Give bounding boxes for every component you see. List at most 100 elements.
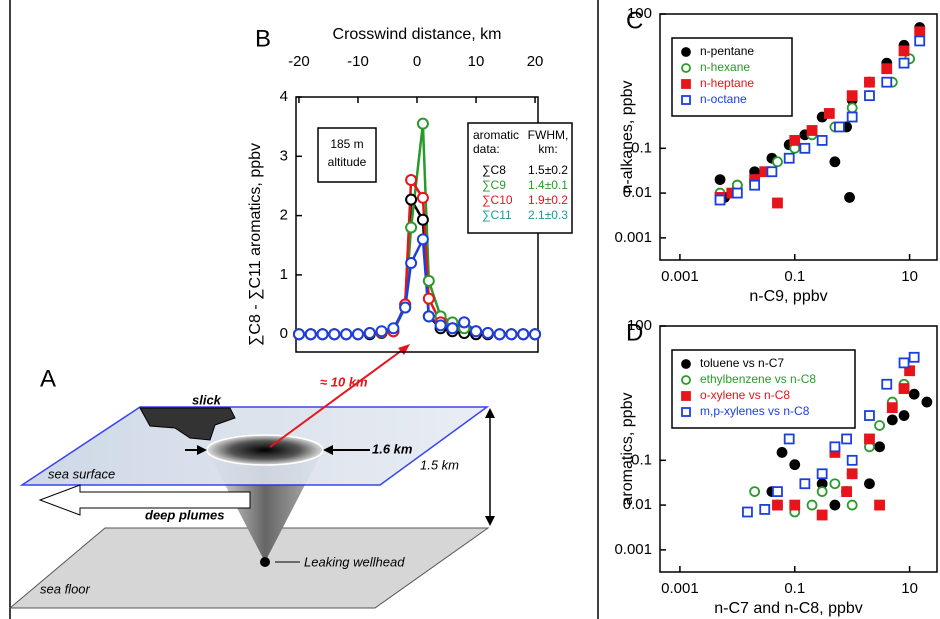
panel-label: D [626,319,643,346]
marker [749,486,761,497]
plumes-label: deep plumes [145,507,224,522]
width-arrowhead [197,445,207,455]
legend-label: toluene vs n-C7 [700,356,784,370]
legend-label: ∑C9 [482,178,506,192]
y-tick-label: 0.001 [614,541,652,558]
diagram-a: A slick ≈ 10 km 1.6 km 1.5 km sea surfac… [8,344,495,609]
marker [328,328,341,341]
legend-marker [681,79,691,89]
marker [351,328,364,341]
marker [766,166,778,178]
marker [829,478,841,490]
marker [316,328,329,341]
legend-fwhm: 1.9±0.2 [528,193,568,207]
y-tick-label: 3 [280,147,288,164]
marker [789,499,801,511]
y-tick-label: 0.001 [614,229,652,246]
marker [816,135,828,146]
y-tick-label: 100 [627,5,652,22]
marker [759,504,771,515]
y-tick-label: 0 [280,325,288,342]
legend-marker [681,359,691,369]
marker [806,125,818,136]
surface-label: sea surface [48,466,115,481]
x-tick-label: 0.001 [661,268,699,285]
marker [881,63,893,75]
plot-frame [659,13,938,261]
legend-label: n-pentane [700,44,754,58]
legend-marker [681,407,691,417]
x-tick-label: -20 [288,53,310,70]
marker [874,420,885,431]
legend-fwhm: 2.1±0.3 [528,208,568,222]
marker [864,90,875,102]
y-tick-label: 0.1 [631,139,652,156]
legend-marker [681,375,691,385]
marker [874,499,885,511]
marker [340,328,353,341]
legend-label: n-octane [700,92,747,106]
marker [783,152,795,164]
x-tick-label: 0.1 [784,268,805,285]
annotation: altitude [328,155,367,169]
marker [470,325,483,338]
marker [772,197,783,209]
marker [292,328,305,341]
marker [458,316,471,329]
marker [789,459,801,471]
legend-marker [681,47,691,57]
marker [886,402,898,414]
panel-label: C [626,7,643,34]
x-tick-label: 0 [413,53,421,70]
marker [416,233,429,246]
legend-box [671,37,793,117]
marker [834,121,845,133]
panel-label: A [40,365,56,392]
legend-header: aromatic [473,128,519,142]
depth-arrowhead [485,516,495,526]
marker [829,499,841,511]
marker [529,328,542,341]
y-tick-label: 0.01 [623,496,652,513]
y-axis-label: n-alkanes, ppbv [619,81,636,194]
legend-marker [681,391,691,401]
legend-label: n-hexane [700,60,750,74]
marker [505,328,518,341]
marker [422,292,435,305]
legend-marker [681,63,691,73]
y-tick-label: 4 [280,88,288,105]
width-label: 1.6 km [372,441,413,456]
series-line [298,234,536,336]
marker [881,378,893,390]
legend-fwhm: 1.5±0.2 [528,163,568,177]
slick-shape [139,407,236,441]
legend-box [467,122,573,234]
x-tick-label: 10 [468,53,485,70]
marker [481,327,494,340]
marker [908,388,920,400]
marker [898,45,910,57]
annotation: 185 m [330,137,363,151]
distance-label: ≈ 10 km [320,374,368,389]
x-tick-label: 10 [901,268,918,285]
marker [816,509,828,521]
legend-label: o-xylene vs n-C8 [700,388,790,402]
marker [914,35,926,47]
marker [846,111,858,123]
marker [881,76,893,88]
marker [846,90,858,102]
plot-frame [659,325,938,573]
distance-arrowhead [398,344,410,355]
marker [816,468,828,480]
marker [416,213,429,226]
plume-ellipse [206,434,324,466]
plume-arrow [38,484,251,516]
marker [422,310,435,323]
marker [816,486,828,497]
marker [823,108,835,119]
marker [841,486,853,497]
marker [898,57,910,69]
marker [749,179,761,191]
marker [864,76,875,88]
marker [914,26,926,38]
